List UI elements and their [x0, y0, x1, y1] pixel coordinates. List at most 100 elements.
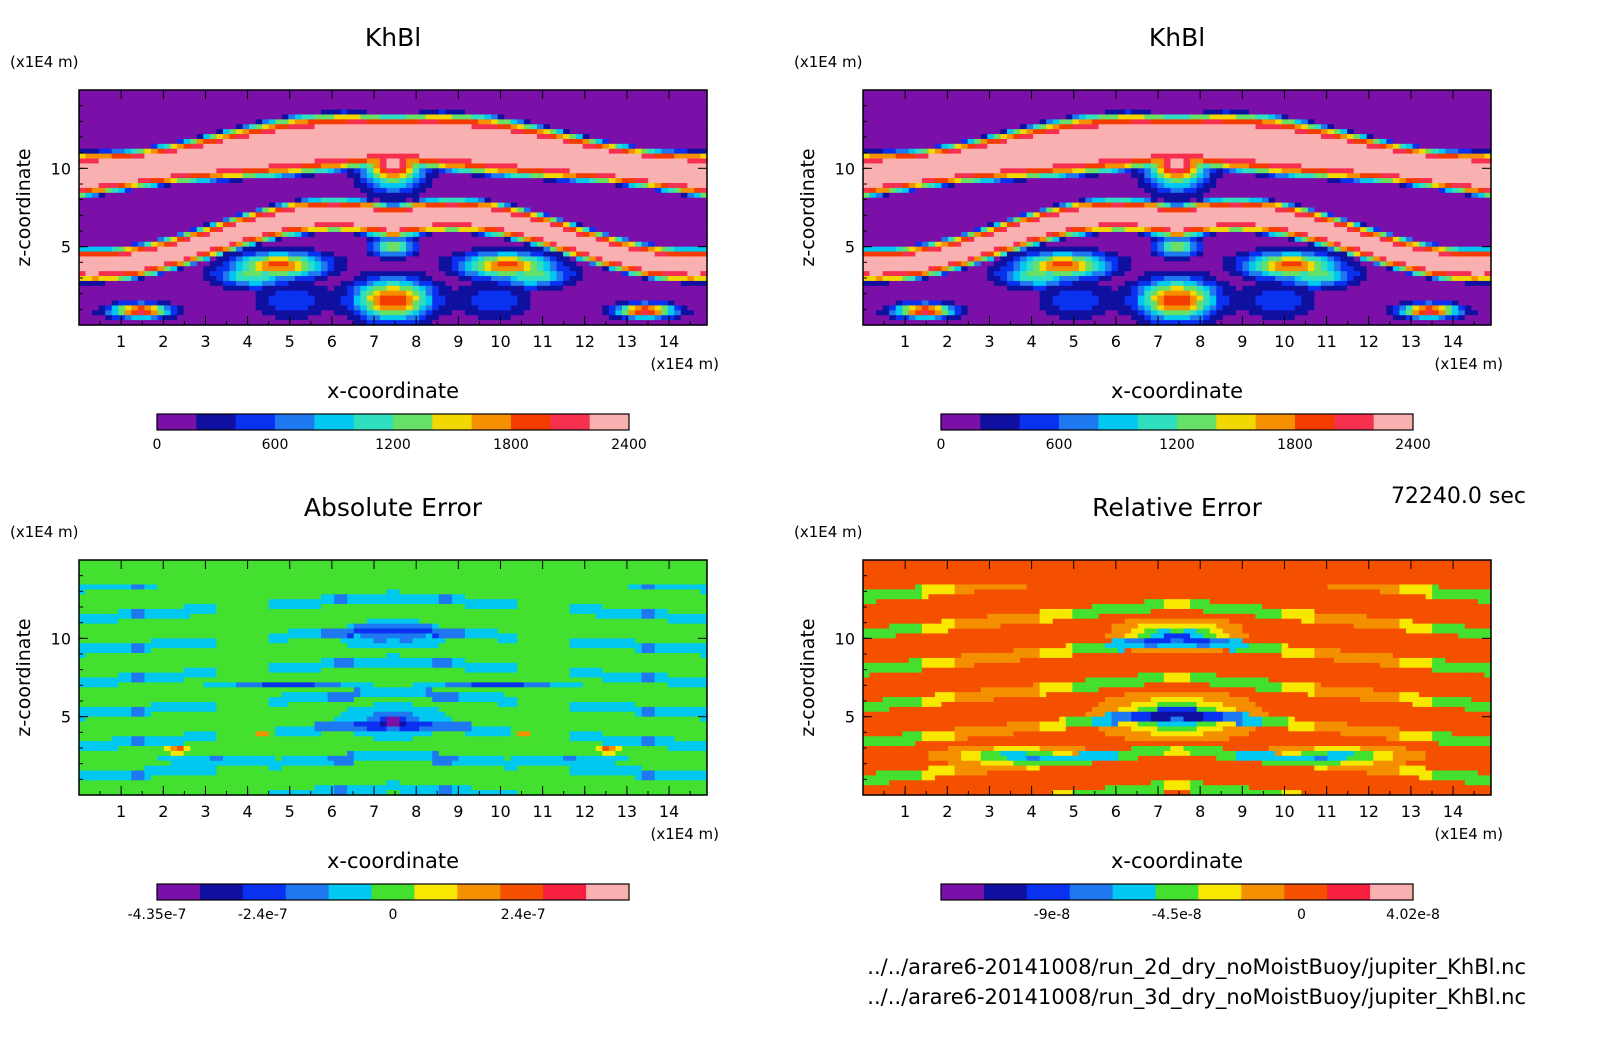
heatmap-cell: [124, 261, 132, 267]
heatmap-cell: [576, 134, 584, 140]
heatmap-cell: [170, 178, 178, 184]
heatmap-cell: [667, 251, 675, 258]
heatmap-cell: [478, 104, 486, 111]
heatmap-cell: [530, 109, 538, 116]
heatmap-cell: [190, 222, 198, 228]
heatmap-cell: [589, 148, 597, 155]
heatmap-cell: [687, 305, 695, 311]
heatmap-cell: [863, 94, 871, 101]
heatmap-cell: [294, 315, 303, 321]
heatmap-cell: [170, 261, 178, 267]
heatmap-cell: [445, 256, 453, 262]
heatmap-cell: [327, 217, 335, 223]
heatmap-cell: [582, 90, 590, 96]
heatmap-cell: [131, 305, 139, 311]
heatmap-cell: [236, 212, 244, 218]
heatmap-cell: [1399, 90, 1407, 96]
heatmap-cell: [648, 256, 656, 262]
heatmap-cell: [137, 236, 146, 243]
heatmap-cell: [550, 178, 558, 184]
heatmap-cell: [438, 305, 446, 311]
heatmap-cell: [1255, 99, 1263, 106]
heatmap-cell: [301, 276, 309, 282]
heatmap-cell: [1464, 90, 1472, 96]
heatmap-cell: [183, 168, 191, 174]
heatmap-cell: [667, 148, 675, 155]
heatmap-cell: [98, 315, 106, 321]
heatmap-cell: [98, 178, 106, 184]
heatmap-cell: [530, 295, 538, 302]
heatmap-cell: [177, 276, 185, 282]
heatmap-cell: [275, 187, 283, 194]
heatmap-cell: [314, 241, 322, 248]
heatmap-cell: [262, 109, 270, 116]
heatmap-cell: [510, 300, 518, 307]
heatmap-cell: [674, 173, 682, 179]
heatmap-cell: [255, 285, 263, 292]
heatmap-cell: [432, 148, 440, 155]
heatmap-cell: [236, 280, 244, 287]
heatmap-cell: [569, 114, 577, 120]
heatmap-cell: [412, 153, 420, 160]
heatmap-cell: [530, 212, 538, 218]
heatmap-cell: [615, 183, 623, 189]
heatmap-cell: [576, 315, 584, 321]
heatmap-cell: [491, 207, 499, 213]
heatmap-cell: [393, 231, 401, 238]
heatmap-cell: [510, 99, 518, 106]
heatmap-cell: [628, 227, 636, 233]
heatmap-cell: [327, 119, 335, 125]
heatmap-cell: [1471, 94, 1479, 101]
heatmap-cell: [576, 173, 584, 179]
heatmap-cell: [438, 295, 446, 302]
heatmap-cell: [353, 119, 361, 125]
heatmap-cell: [543, 178, 551, 184]
heatmap-cell: [661, 173, 669, 179]
heatmap-cell: [222, 90, 231, 96]
heatmap-cell: [680, 138, 688, 145]
heatmap-cell: [458, 246, 466, 253]
heatmap-cell: [157, 138, 165, 145]
heatmap-cell: [203, 197, 211, 204]
heatmap-cell: [281, 236, 289, 243]
heatmap-cell: [98, 266, 106, 272]
heatmap-cell: [550, 90, 558, 96]
heatmap-cell: [608, 148, 617, 155]
heatmap-cell: [236, 143, 244, 150]
heatmap-cell: [674, 129, 682, 135]
heatmap-cell: [654, 305, 662, 311]
heatmap-cell: [504, 227, 512, 233]
heatmap-cell: [1000, 94, 1008, 101]
heatmap-cell: [1150, 99, 1158, 106]
heatmap-cell: [242, 236, 250, 243]
heatmap-cell: [550, 285, 558, 292]
heatmap-cell: [236, 104, 244, 111]
heatmap-cell: [693, 300, 702, 307]
heatmap-cell: [347, 119, 355, 125]
heatmap-cell: [536, 183, 545, 189]
heatmap-cell: [393, 266, 401, 272]
heatmap-cell: [497, 241, 505, 248]
heatmap-cell: [438, 241, 446, 248]
heatmap-cell: [144, 202, 152, 209]
heatmap-cell: [321, 202, 329, 209]
heatmap-cell: [111, 261, 119, 267]
heatmap-cell: [550, 295, 558, 302]
heatmap-cell: [661, 305, 669, 311]
heatmap-cell: [314, 300, 322, 307]
heatmap-cell: [347, 300, 355, 307]
heatmap-cell: [523, 173, 531, 179]
heatmap-cell: [301, 129, 309, 135]
heatmap-cell: [438, 261, 446, 267]
heatmap-cell: [157, 241, 165, 248]
heatmap-cell: [661, 109, 669, 116]
heatmap-cell: [79, 192, 87, 199]
heatmap-cell: [255, 246, 263, 253]
heatmap-cell: [510, 202, 518, 209]
heatmap-cell: [236, 197, 244, 204]
heatmap-cell: [137, 222, 146, 228]
heatmap-cell: [222, 192, 231, 199]
heatmap-cell: [190, 183, 198, 189]
heatmap-cell: [249, 119, 257, 125]
heatmap-cell: [445, 271, 453, 277]
